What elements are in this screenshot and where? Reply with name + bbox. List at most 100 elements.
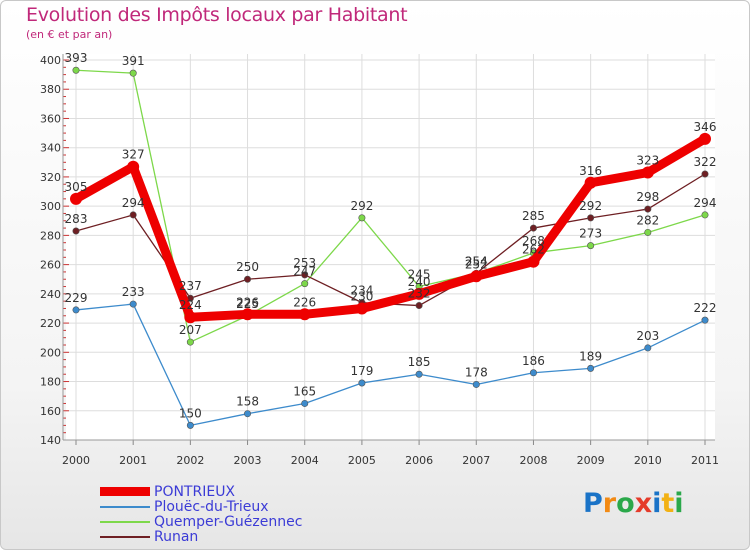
data-point-plouec-du-trieux bbox=[587, 364, 595, 372]
data-point-plouec-du-trieux bbox=[129, 300, 137, 308]
data-point-plouec-du-trieux bbox=[415, 370, 423, 378]
y-tick-label: 140 bbox=[40, 434, 61, 447]
data-label-quemper-guezennec: 247 bbox=[293, 265, 316, 279]
y-tick-label: 380 bbox=[40, 83, 61, 96]
logo-letter: P bbox=[583, 488, 603, 519]
logo-letter: r bbox=[602, 488, 617, 519]
series-layer bbox=[70, 66, 711, 429]
data-point-plouec-du-trieux bbox=[644, 344, 652, 352]
data-label-pontrieux: 346 bbox=[694, 120, 717, 134]
x-tick-label: 2004 bbox=[291, 454, 319, 467]
data-point-runan bbox=[644, 205, 652, 213]
data-point-pontrieux bbox=[298, 308, 311, 321]
data-label-quemper-guezennec: 254 bbox=[465, 254, 488, 268]
legend-item-plouec-du-trieux[interactable]: Plouëc-du-Trieux bbox=[100, 499, 360, 515]
y-tick-label: 320 bbox=[40, 171, 61, 184]
series-line-pontrieux bbox=[71, 134, 710, 322]
legend-item-runan[interactable]: Runan bbox=[100, 529, 360, 545]
data-label-plouec-du-trieux: 179 bbox=[350, 364, 373, 378]
chart-subtitle: (en € et par an) bbox=[26, 28, 113, 41]
data-label-plouec-du-trieux: 150 bbox=[179, 406, 202, 420]
data-label-pontrieux: 226 bbox=[293, 295, 316, 309]
data-label-runan: 285 bbox=[522, 209, 545, 223]
x-tick-label: 2011 bbox=[691, 454, 719, 467]
y-tick-label: 180 bbox=[40, 376, 61, 389]
data-label-pontrieux: 262 bbox=[522, 243, 545, 257]
data-point-runan bbox=[529, 224, 537, 232]
y-tick-label: 360 bbox=[40, 112, 61, 125]
data-label-quemper-guezennec: 282 bbox=[636, 213, 659, 227]
data-point-pontrieux bbox=[584, 176, 597, 189]
legend-label: Runan bbox=[154, 529, 199, 545]
legend-label: Quemper-Guézennec bbox=[154, 514, 303, 530]
data-point-quemper-guezennec bbox=[358, 214, 366, 222]
data-label-quemper-guezennec: 294 bbox=[694, 196, 717, 210]
x-tick-label: 2007 bbox=[462, 454, 490, 467]
data-point-pontrieux bbox=[641, 166, 654, 179]
data-label-plouec-du-trieux: 222 bbox=[694, 301, 717, 315]
x-tick-label: 2003 bbox=[234, 454, 262, 467]
legend-swatch-quemper-guezennec bbox=[100, 521, 150, 523]
data-label-pontrieux: 226 bbox=[236, 295, 259, 309]
data-point-runan bbox=[587, 214, 595, 222]
proxiti-logo: Proxiti bbox=[583, 488, 684, 519]
data-point-plouec-du-trieux bbox=[701, 316, 709, 324]
legend-item-pontrieux[interactable]: PONTRIEUX bbox=[100, 484, 360, 500]
data-label-plouec-du-trieux: 158 bbox=[236, 395, 259, 409]
data-label-quemper-guezennec: 268 bbox=[522, 234, 545, 248]
data-point-quemper-guezennec bbox=[301, 280, 309, 288]
data-label-plouec-du-trieux: 233 bbox=[122, 285, 145, 299]
data-point-runan bbox=[244, 275, 252, 283]
data-point-pontrieux bbox=[241, 308, 254, 321]
data-point-pontrieux bbox=[699, 132, 711, 145]
data-label-runan: 250 bbox=[236, 260, 259, 274]
logo-letter: t bbox=[661, 488, 675, 519]
data-label-runan: 298 bbox=[636, 190, 659, 204]
legend-swatch-pontrieux bbox=[100, 487, 150, 496]
y-tick-label: 280 bbox=[40, 229, 61, 242]
data-point-quemper-guezennec bbox=[186, 338, 194, 346]
data-point-runan bbox=[129, 211, 137, 219]
data-point-pontrieux bbox=[413, 287, 426, 300]
x-tick-label: 2006 bbox=[405, 454, 433, 467]
data-point-pontrieux bbox=[527, 255, 540, 268]
x-tick-label: 2000 bbox=[62, 454, 90, 467]
data-label-pontrieux: 316 bbox=[579, 164, 602, 178]
data-label-quemper-guezennec: 391 bbox=[122, 54, 145, 68]
y-tick-label: 240 bbox=[40, 288, 61, 301]
data-point-runan bbox=[72, 227, 80, 235]
data-point-quemper-guezennec bbox=[587, 242, 595, 250]
data-label-runan: 292 bbox=[579, 199, 602, 213]
data-label-layer: 305 327 224 226 226 230 240 252 262 316 323 346 229 2… bbox=[65, 51, 717, 420]
data-label-plouec-du-trieux: 178 bbox=[465, 365, 488, 379]
data-label-quemper-guezennec: 292 bbox=[350, 199, 373, 213]
y-tick-label: 160 bbox=[40, 405, 61, 418]
data-point-quemper-guezennec bbox=[129, 69, 137, 77]
data-label-plouec-du-trieux: 185 bbox=[408, 355, 431, 369]
data-label-runan: 322 bbox=[694, 155, 717, 169]
x-tick-label: 2010 bbox=[634, 454, 662, 467]
y-tick-label: 400 bbox=[40, 54, 61, 67]
data-label-pontrieux: 327 bbox=[122, 148, 145, 162]
logo-letter: o bbox=[616, 488, 635, 519]
data-point-runan bbox=[301, 271, 309, 279]
data-label-runan: 232 bbox=[408, 287, 431, 301]
data-point-pontrieux bbox=[127, 160, 140, 173]
data-label-quemper-guezennec: 207 bbox=[179, 323, 202, 337]
data-label-quemper-guezennec: 225 bbox=[236, 297, 259, 311]
data-point-pontrieux bbox=[184, 311, 197, 324]
data-label-pontrieux: 240 bbox=[408, 275, 431, 289]
data-label-runan: 253 bbox=[293, 256, 316, 270]
data-label-runan: 294 bbox=[122, 196, 145, 210]
data-label-runan: 283 bbox=[65, 212, 88, 226]
legend-swatch-runan bbox=[100, 536, 150, 538]
x-tick-label: 2009 bbox=[577, 454, 605, 467]
legend-item-quemper-guezennec[interactable]: Quemper-Guézennec bbox=[100, 514, 360, 530]
data-label-pontrieux: 252 bbox=[465, 257, 488, 271]
data-label-plouec-du-trieux: 165 bbox=[293, 384, 316, 398]
data-label-plouec-du-trieux: 186 bbox=[522, 354, 545, 368]
data-label-runan: 237 bbox=[179, 279, 202, 293]
data-label-pontrieux: 305 bbox=[65, 180, 88, 194]
data-label-runan: 254 bbox=[465, 254, 488, 268]
